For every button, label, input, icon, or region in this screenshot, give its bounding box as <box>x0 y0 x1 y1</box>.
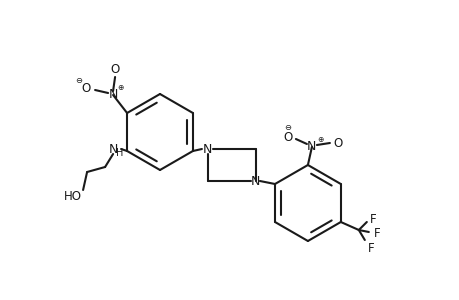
Text: F: F <box>367 242 373 254</box>
Text: O: O <box>333 136 342 149</box>
Text: ⊕: ⊕ <box>317 134 324 143</box>
Text: F: F <box>369 212 375 226</box>
Text: N: N <box>251 175 260 188</box>
Text: HO: HO <box>64 190 82 202</box>
Text: N: N <box>108 142 118 155</box>
Text: F: F <box>373 226 379 239</box>
Text: N: N <box>203 142 212 155</box>
Text: ⊖: ⊖ <box>75 76 83 85</box>
Text: O: O <box>283 130 292 143</box>
Text: O: O <box>110 62 119 76</box>
Text: ⊖: ⊖ <box>284 122 291 131</box>
Text: H: H <box>116 148 123 158</box>
Text: O: O <box>81 82 90 94</box>
Text: N: N <box>108 88 118 100</box>
Text: ⊕: ⊕ <box>117 82 123 91</box>
Text: N: N <box>307 140 316 152</box>
